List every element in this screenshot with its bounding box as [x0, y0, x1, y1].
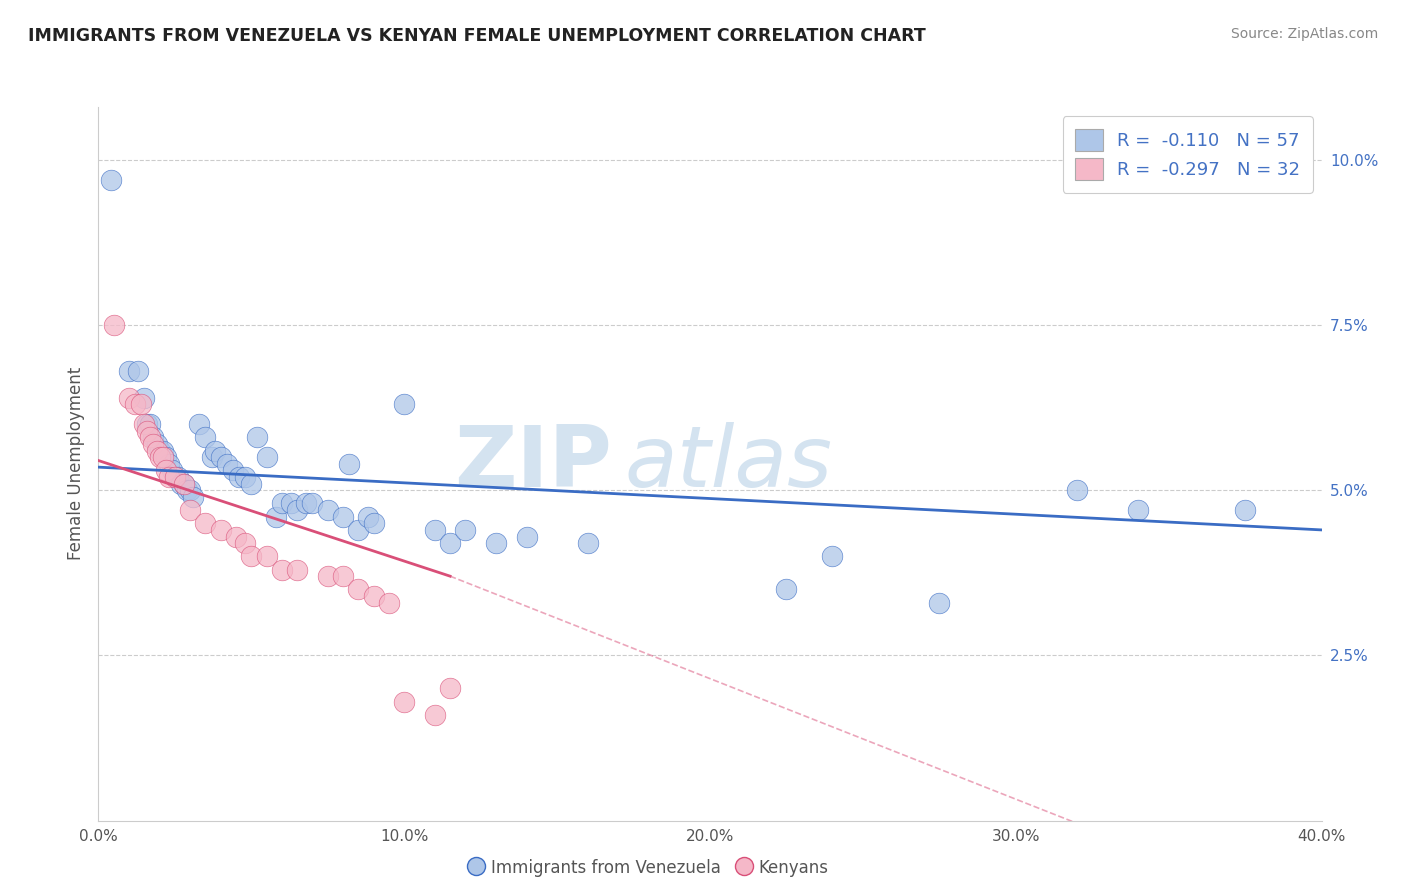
Point — [200, 450, 222, 465]
Point — [173, 476, 195, 491]
Point — [149, 443, 172, 458]
Point — [928, 596, 950, 610]
Point — [139, 430, 162, 444]
Point — [363, 516, 385, 531]
Point — [142, 430, 165, 444]
Point — [485, 536, 508, 550]
Point — [316, 503, 339, 517]
Point — [134, 417, 156, 432]
Point — [363, 589, 385, 603]
Point — [118, 391, 141, 405]
Point — [280, 496, 302, 510]
Point — [454, 523, 477, 537]
Point — [215, 457, 238, 471]
Point — [264, 509, 287, 524]
Point — [163, 470, 186, 484]
Point — [160, 463, 183, 477]
Point — [139, 417, 162, 432]
Point — [228, 470, 250, 484]
Point — [240, 476, 263, 491]
Point — [332, 509, 354, 524]
Point — [129, 397, 152, 411]
Point — [136, 417, 159, 432]
Point — [347, 523, 370, 537]
Point — [222, 463, 245, 477]
Text: Source: ZipAtlas.com: Source: ZipAtlas.com — [1230, 27, 1378, 41]
Point — [270, 563, 292, 577]
Point — [378, 596, 401, 610]
Text: IMMIGRANTS FROM VENEZUELA VS KENYAN FEMALE UNEMPLOYMENT CORRELATION CHART: IMMIGRANTS FROM VENEZUELA VS KENYAN FEMA… — [28, 27, 927, 45]
Point — [155, 463, 177, 477]
Point — [155, 450, 177, 465]
Point — [246, 430, 269, 444]
Point — [118, 364, 141, 378]
Point — [270, 496, 292, 510]
Point — [194, 516, 217, 531]
Point — [576, 536, 599, 550]
Point — [301, 496, 323, 510]
Point — [173, 476, 195, 491]
Point — [142, 437, 165, 451]
Point — [337, 457, 360, 471]
Point — [1066, 483, 1088, 498]
Point — [167, 470, 190, 484]
Point — [285, 563, 308, 577]
Point — [145, 437, 167, 451]
Point — [152, 443, 174, 458]
Point — [240, 549, 263, 564]
Point — [124, 397, 146, 411]
Point — [821, 549, 844, 564]
Point — [439, 536, 461, 550]
Point — [233, 536, 256, 550]
Point — [285, 503, 308, 517]
Point — [423, 707, 446, 722]
Text: ZIP: ZIP — [454, 422, 612, 506]
Point — [332, 569, 354, 583]
Point — [295, 496, 318, 510]
Point — [439, 681, 461, 696]
Point — [152, 450, 174, 465]
Point — [179, 483, 201, 498]
Point — [256, 549, 278, 564]
Point — [356, 509, 378, 524]
Point — [392, 695, 416, 709]
Point — [316, 569, 339, 583]
Point — [157, 457, 180, 471]
Point — [136, 424, 159, 438]
Point — [157, 470, 180, 484]
Point — [100, 172, 122, 186]
Point — [209, 450, 232, 465]
Point — [134, 391, 156, 405]
Point — [204, 443, 226, 458]
Point — [347, 582, 370, 597]
Point — [392, 397, 416, 411]
Point — [1128, 503, 1150, 517]
Point — [103, 318, 125, 332]
Point — [256, 450, 278, 465]
Point — [176, 483, 198, 498]
Point — [233, 470, 256, 484]
Point — [188, 417, 211, 432]
Point — [209, 523, 232, 537]
Point — [181, 490, 204, 504]
Y-axis label: Female Unemployment: Female Unemployment — [66, 368, 84, 560]
Point — [127, 364, 149, 378]
Point — [775, 582, 797, 597]
Point — [170, 476, 193, 491]
Point — [516, 529, 538, 543]
Legend: Immigrants from Venezuela, Kenyans: Immigrants from Venezuela, Kenyans — [463, 853, 835, 884]
Point — [179, 503, 201, 517]
Point — [194, 430, 217, 444]
Point — [163, 470, 186, 484]
Text: atlas: atlas — [624, 422, 832, 506]
Point — [149, 450, 172, 465]
Point — [145, 443, 167, 458]
Point — [225, 529, 247, 543]
Point — [1234, 503, 1257, 517]
Point — [423, 523, 446, 537]
